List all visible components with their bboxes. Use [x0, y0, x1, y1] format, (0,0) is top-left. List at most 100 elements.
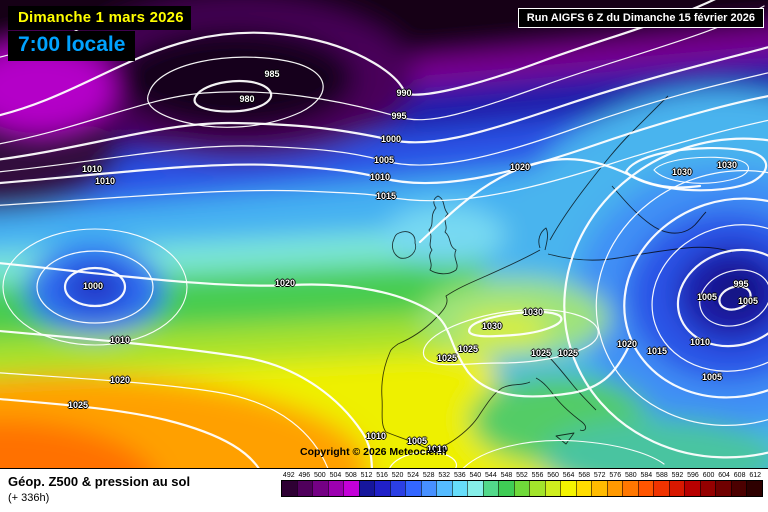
legend-forecast-hours: (+ 336h) [8, 492, 50, 504]
contour-label: 1010 [94, 176, 116, 186]
scale-swatch [715, 481, 731, 496]
scale-swatch [560, 481, 576, 496]
scale-swatch [575, 481, 592, 496]
scale-value: 504 [329, 472, 342, 479]
contour-label: 1025 [457, 344, 479, 354]
contour-label: 1005 [737, 296, 759, 306]
scale-value: 564 [562, 472, 575, 479]
scale-value: 516 [376, 472, 388, 479]
scale-value: 508 [345, 472, 357, 479]
scale-value: 588 [656, 472, 668, 479]
scale-value: 520 [391, 472, 404, 479]
scale-value: 528 [422, 472, 435, 479]
scale-value: 552 [516, 472, 528, 479]
scale-swatch [606, 481, 623, 496]
scale-swatch [529, 481, 545, 496]
scale-value: 548 [500, 472, 513, 479]
scale-value: 536 [453, 472, 466, 479]
scale-swatch [684, 481, 700, 496]
scale-swatch [668, 481, 685, 496]
contour-label: 985 [264, 69, 280, 79]
scale-swatch [544, 481, 561, 496]
scale-swatch [420, 481, 437, 496]
scale-value: 584 [640, 472, 653, 479]
scale-value: 612 [749, 472, 762, 479]
contour-label: 1010 [109, 335, 131, 345]
scale-swatch [296, 481, 313, 496]
contour-label: 1025 [530, 348, 552, 358]
scale-value: 540 [469, 472, 482, 479]
contour-label: 1030 [671, 167, 693, 177]
scale-value: 568 [578, 472, 590, 479]
contour-label: 990 [396, 88, 412, 98]
scale-numbers: 492 496 500 504 508 512 516 520 524 528 532 536 540 5… [281, 471, 763, 480]
scale-value: 500 [314, 472, 326, 479]
contour-label: 995 [733, 279, 749, 289]
contour-label: 1000 [82, 281, 104, 291]
contour-label: 1025 [436, 353, 458, 363]
contour-label: 1005 [373, 155, 395, 165]
map-area: 985 980 990 995 1000 1005 1010 1015 1010 1010 1020… [0, 0, 768, 468]
scale-swatch [374, 481, 390, 496]
scale-swatch [699, 481, 716, 496]
scale-value: 580 [624, 472, 637, 479]
contour-label: 1010 [369, 172, 391, 182]
scale-value: 492 [282, 472, 295, 479]
contour-label: 1025 [67, 400, 89, 410]
scale-swatch [312, 481, 328, 496]
date-text: Dimanche 1 mars 2026 [18, 9, 184, 26]
scale-value: 608 [733, 472, 746, 479]
contour-label: 1000 [380, 134, 402, 144]
contour-label: 1005 [406, 436, 428, 446]
contour-label: 1025 [557, 348, 579, 358]
scale-swatch [746, 481, 762, 496]
contour-labels: 985 980 990 995 1000 1005 1010 1015 1010 1010 1020… [67, 69, 759, 454]
scale-value: 524 [407, 472, 419, 479]
scale-swatch [327, 481, 344, 496]
scale-value: 496 [298, 472, 311, 479]
color-scale: 492 496 500 504 508 512 516 520 524 528 532 536 540 5… [281, 469, 763, 497]
contour-label: 1020 [109, 375, 131, 385]
scale-swatch [405, 481, 421, 496]
contour-label: 980 [239, 94, 255, 104]
contour-label: 1010 [689, 337, 711, 347]
scale-swatch [637, 481, 654, 496]
scale-value: 512 [360, 472, 373, 479]
contour-label: 1030 [716, 160, 738, 170]
scale-value: 600 [702, 472, 715, 479]
contour-label: 1005 [696, 292, 718, 302]
contour-label: 1020 [274, 278, 296, 288]
scale-swatch [622, 481, 638, 496]
scale-swatch [591, 481, 607, 496]
scale-value: 560 [547, 472, 559, 479]
scale-swatch [653, 481, 669, 496]
time-line: 7:00 locale [8, 31, 136, 61]
contour-label: 1015 [646, 346, 668, 356]
scale-swatch [513, 481, 530, 496]
legend-left: Géop. Z500 & pression au sol (+ 336h) [0, 469, 268, 504]
scale-value: 604 [718, 472, 730, 479]
contour-label: 1020 [616, 339, 638, 349]
copyright-text: Copyright © 2026 Meteociel.fr [300, 446, 448, 458]
contour-label: 1015 [375, 191, 397, 201]
contour-label: 1030 [481, 321, 503, 331]
contour-label: 1010 [81, 164, 103, 174]
scale-swatch [730, 481, 747, 496]
scale-value: 532 [438, 472, 451, 479]
contour-label: 1010 [365, 431, 387, 441]
scale-swatch [482, 481, 499, 496]
contour-label: 1030 [522, 307, 544, 317]
contour-label: 1005 [701, 372, 723, 382]
time-text: 7:00 locale [18, 33, 126, 56]
scale-swatch [389, 481, 406, 496]
contour-label: 995 [391, 111, 407, 121]
legend-bar: Géop. Z500 & pression au sol (+ 336h) 49… [0, 468, 768, 512]
date-line: Dimanche 1 mars 2026 [8, 6, 191, 30]
scale-swatches [281, 480, 763, 497]
pressure-contours [0, 0, 768, 468]
scale-value: 592 [671, 472, 684, 479]
run-box: Run AIGFS 6 Z du Dimanche 15 février 202… [517, 8, 764, 28]
scale-swatch [343, 481, 359, 496]
scale-swatch [282, 481, 297, 496]
scale-swatch [498, 481, 514, 496]
